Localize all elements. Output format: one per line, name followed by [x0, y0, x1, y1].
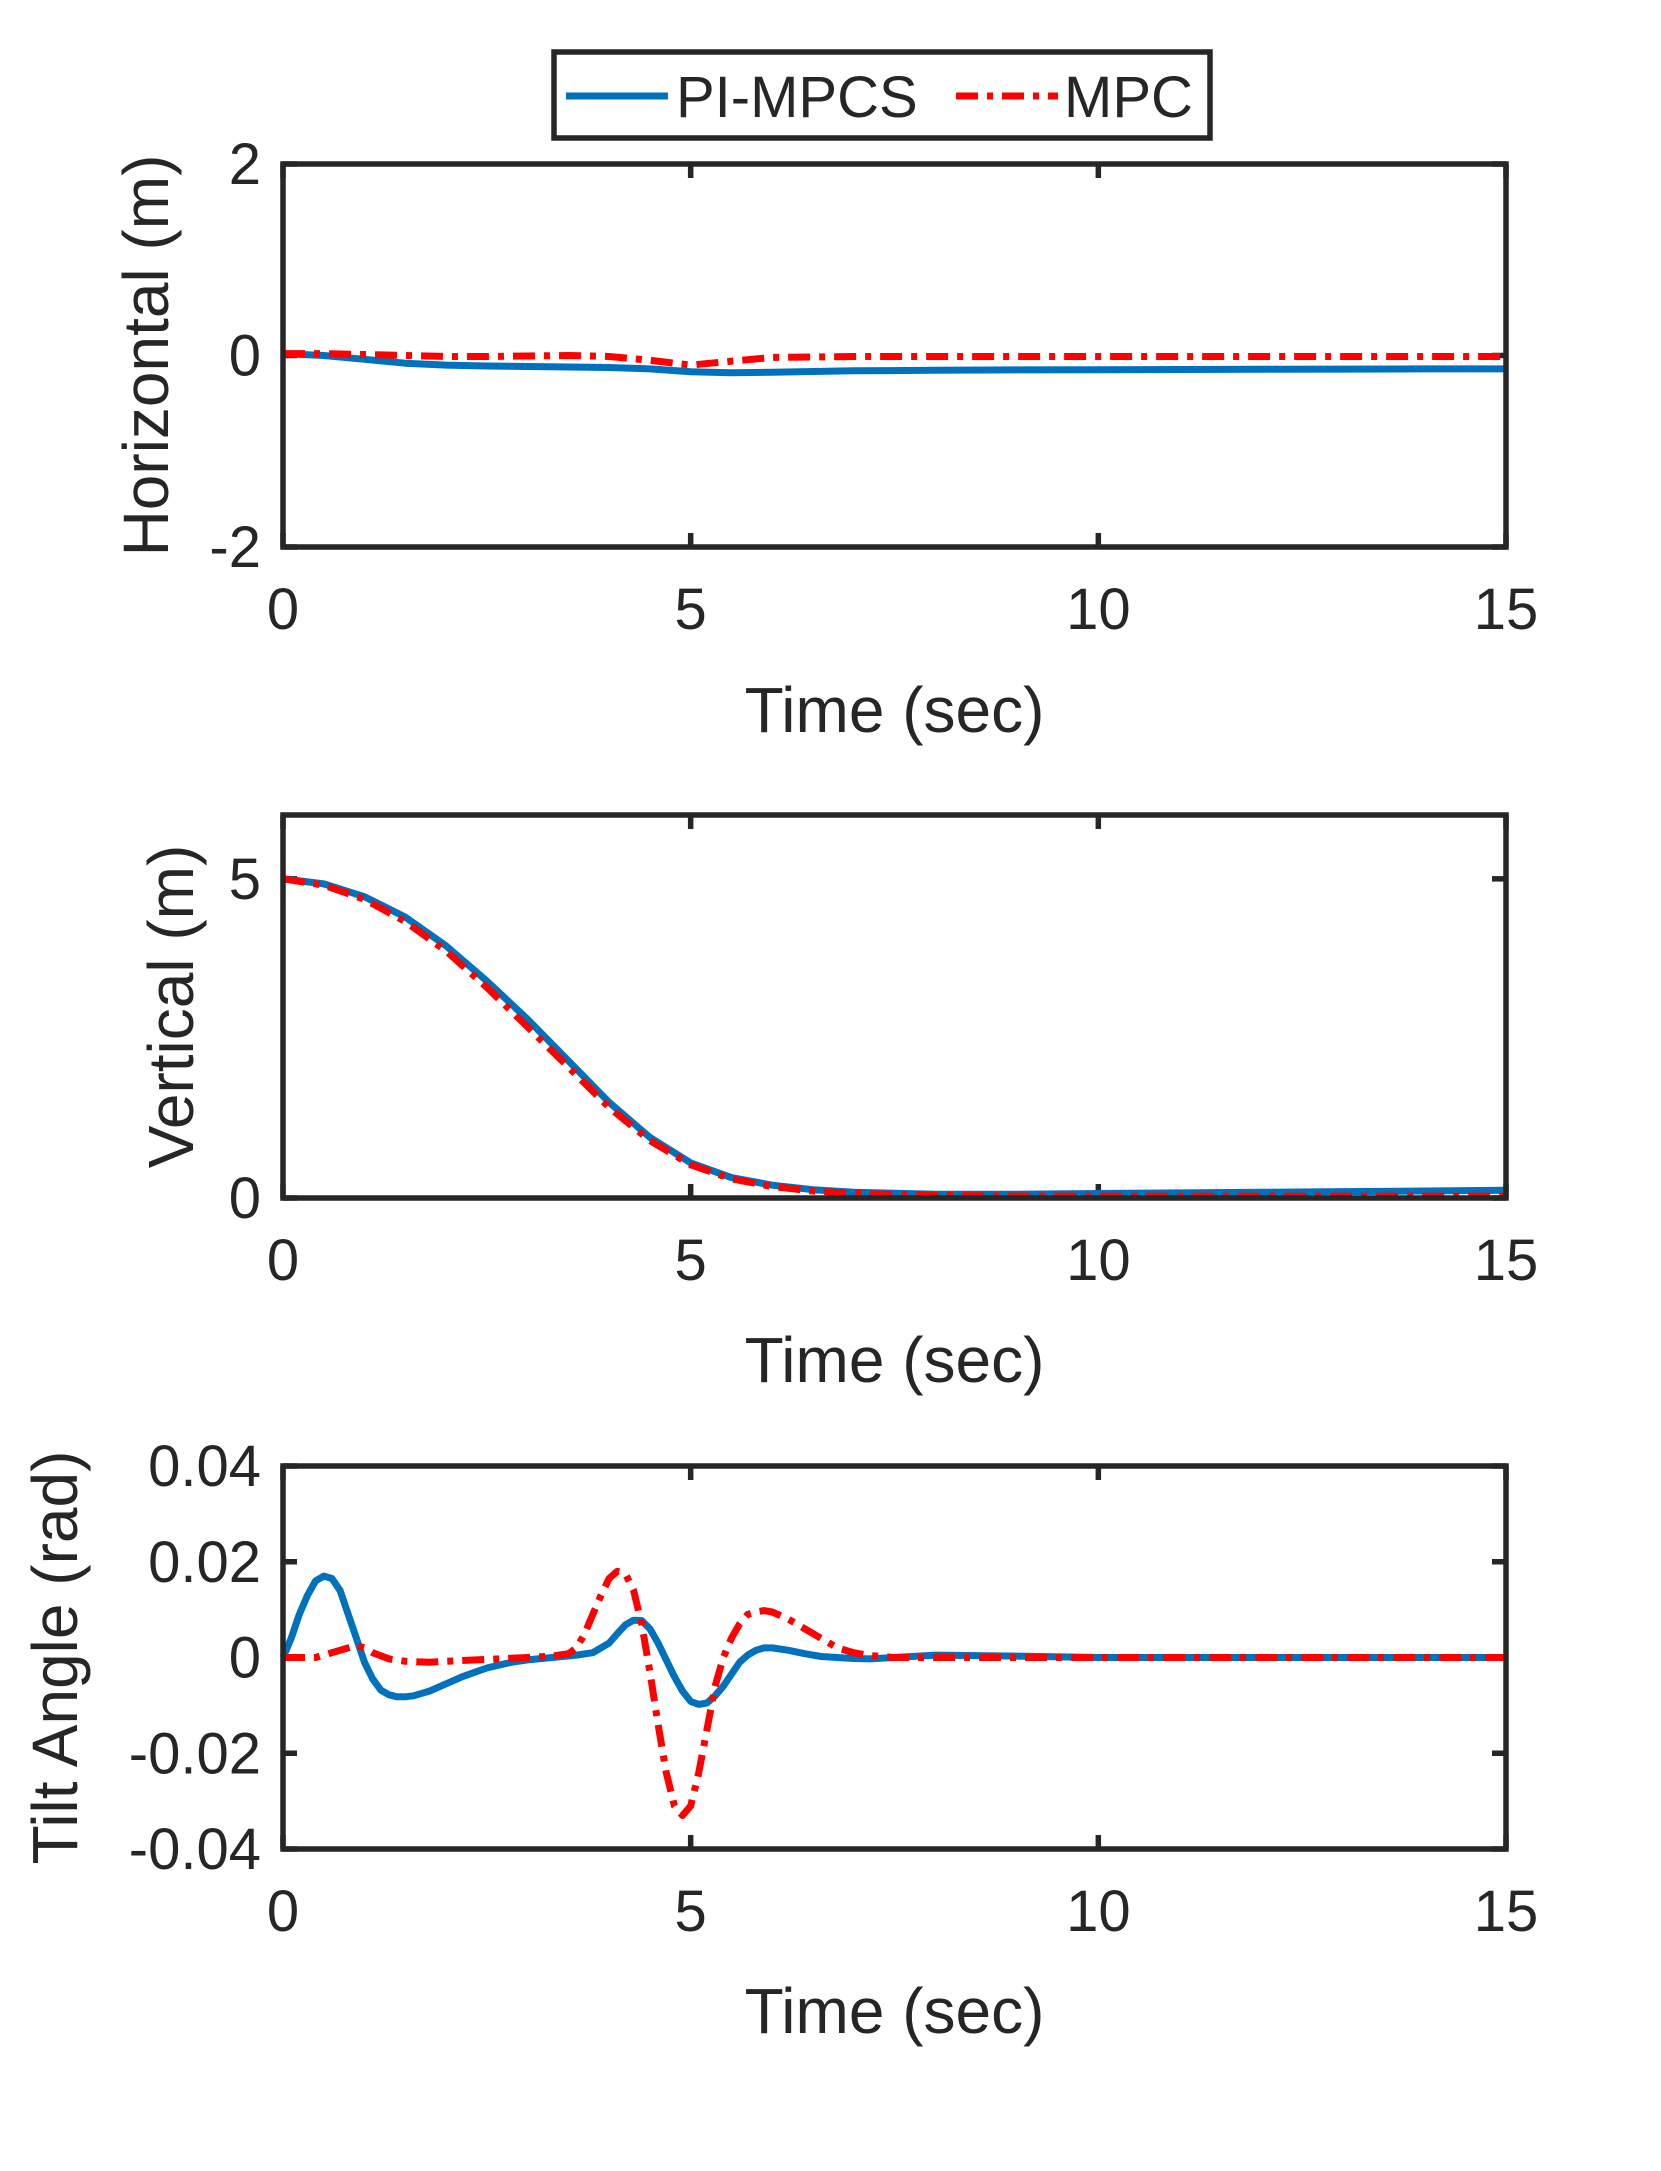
vertical-xtick-label: 0 — [267, 1228, 299, 1293]
tilt-angle-xtick-label: 0 — [267, 1879, 299, 1944]
vertical-y-axis-label: Vertical (m) — [135, 845, 207, 1169]
tilt-angle-x-axis-label: Time (sec) — [745, 1975, 1045, 2047]
horizontal-xtick-label: 10 — [1066, 577, 1131, 642]
vertical-x-axis-label: Time (sec) — [745, 1324, 1045, 1396]
horizontal-subplot: 0 5 10 15-202 Time (sec) Horizontal (m) — [110, 132, 1538, 746]
horizontal-axes-box — [280, 161, 1509, 550]
horizontal-xtick-label: 0 — [267, 577, 299, 642]
vertical-subplot: 0 5 10 15 0 5 Time (sec) Vertical (m) — [135, 812, 1539, 1396]
horizontal-xtick-label: 15 — [1474, 577, 1539, 642]
vertical-xtick-label: 10 — [1066, 1228, 1131, 1293]
vertical-xtick-label: 15 — [1474, 1228, 1539, 1293]
tilt-angle-series-pi-mpcs — [279, 1572, 1506, 1708]
tick-labels: 0 5 10 15 0 5 — [229, 847, 1539, 1293]
tilt-angle-ytick-label: 0 — [229, 1626, 261, 1691]
tilt-angle-xtick-label: 10 — [1066, 1879, 1131, 1944]
tilt-angle-ytick-label: 0.02 — [148, 1530, 261, 1595]
vertical-axes-box — [280, 812, 1509, 1201]
tilt-angle-axes-box — [280, 1463, 1509, 1852]
tilt-angle-xtick-label: 5 — [675, 1879, 707, 1944]
horizontal-xtick-label: 5 — [675, 577, 707, 642]
tilt-angle-y-axis-label: Tilt Angle (rad) — [19, 1451, 91, 1865]
vertical-ytick-label: 0 — [229, 1166, 261, 1231]
legend: PI-MPCS MPC — [551, 49, 1213, 141]
horizontal-y-axis-label: Horizontal (m) — [110, 155, 182, 557]
tick-labels: 0 5 10 15-202 — [209, 132, 1538, 642]
horizontal-series-pi-mpcs — [282, 350, 1506, 377]
tick-labels: 0 5 10 15 -0.04 -0.02 0 0.02 0.04 — [129, 1434, 1538, 1944]
tilt-angle-ytick-label: 0.04 — [148, 1434, 261, 1499]
tilt-angle-subplot: 0 5 10 15 -0.04 -0.02 0 0.02 0.04 Time (sec) Til… — [19, 1434, 1538, 2047]
vertical-ytick-label: 5 — [229, 847, 261, 912]
horizontal-x-axis-label: Time (sec) — [745, 674, 1045, 746]
tilt-angle-xtick-label: 15 — [1474, 1879, 1539, 1944]
legend-label-pi-mpcs: PI-MPCS — [676, 65, 918, 130]
horizontal-series-mpc — [283, 350, 1506, 369]
series — [279, 1567, 1506, 1819]
horizontal-ytick-label: 2 — [229, 132, 261, 197]
horizontal-ytick-label: -2 — [209, 515, 261, 580]
tilt-angle-ytick-label: -0.02 — [129, 1721, 261, 1786]
tilt-angle-ytick-label: -0.04 — [129, 1817, 261, 1882]
vertical-xtick-label: 5 — [675, 1228, 707, 1293]
horizontal-ytick-label: 0 — [229, 324, 261, 389]
legend-label-mpc: MPC — [1064, 65, 1193, 130]
series — [282, 350, 1506, 377]
tilt-angle-series-mpc — [283, 1567, 1506, 1819]
